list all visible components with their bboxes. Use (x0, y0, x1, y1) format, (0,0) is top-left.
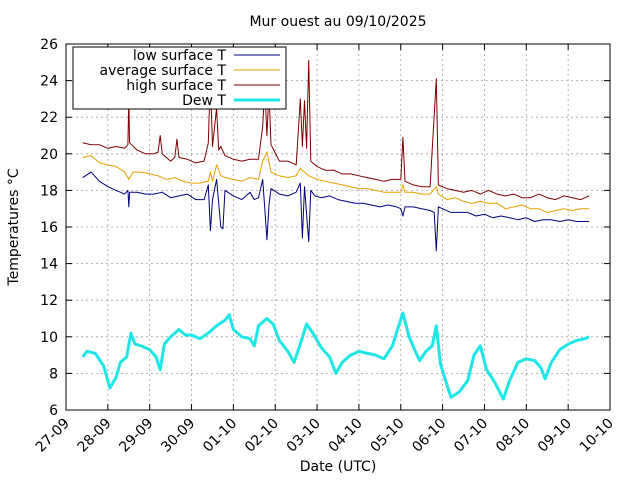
y-tick-label: 24 (40, 74, 58, 90)
y-axis-title: Temperatures °C (6, 168, 22, 286)
y-tick-label: 26 (40, 37, 58, 53)
legend-label: Dew T (182, 93, 226, 109)
y-tick-label: 8 (49, 366, 58, 382)
series-line-high-surface-t (82, 60, 590, 201)
y-tick-label: 16 (40, 220, 58, 236)
series-layer (81, 60, 590, 401)
y-tick-label: 10 (40, 330, 58, 346)
y-tick-label: 6 (49, 403, 58, 419)
y-tick-label: 20 (40, 147, 58, 163)
y-tick-label: 12 (40, 293, 58, 309)
y-tick-label: 18 (40, 183, 58, 199)
series-line-average-surface-t (82, 151, 590, 213)
x-axis-title: Date (UTC) (300, 459, 377, 475)
y-tick-label: 14 (40, 257, 58, 273)
legend-label: high surface T (126, 78, 226, 94)
chart-title: Mur ouest au 09/10/2025 (249, 14, 426, 30)
series-line-low-surface-t (82, 171, 590, 252)
series-line-dew-t (81, 311, 590, 401)
legend-label: average surface T (99, 63, 226, 79)
y-tick-label: 22 (40, 110, 58, 126)
legend-label: low surface T (133, 48, 227, 64)
